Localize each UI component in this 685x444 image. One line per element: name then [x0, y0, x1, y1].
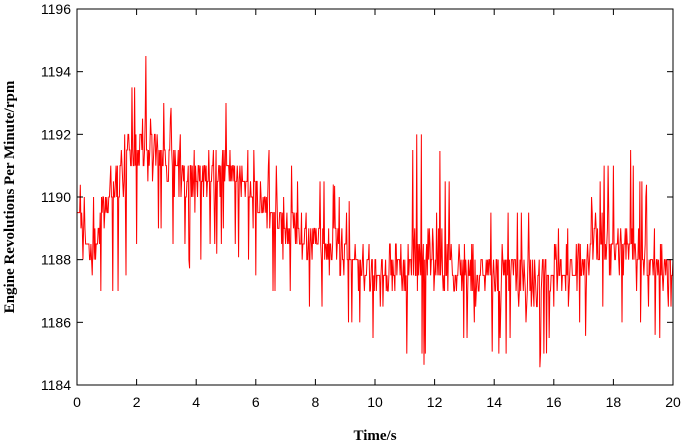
- y-tick-label: 1184: [41, 377, 71, 393]
- y-tick-label: 1192: [41, 126, 71, 142]
- y-axis: 1184 1186 1188 1190 1192 1194 1196: [41, 1, 673, 393]
- series-line: [77, 55, 674, 368]
- x-tick-label: 8: [312, 394, 320, 410]
- x-axis: 0 2 4 6 8 10 12 14 16 18 20: [73, 9, 681, 410]
- x-tick-label: 18: [606, 394, 622, 410]
- x-tick-label: 20: [665, 394, 681, 410]
- y-tick-label: 1188: [41, 252, 71, 268]
- y-tick-label: 1196: [41, 1, 71, 17]
- x-tick-label: 10: [367, 394, 383, 410]
- plot-area-background: [77, 9, 673, 385]
- x-tick-label: 12: [427, 394, 443, 410]
- series-layer: [77, 55, 674, 368]
- x-tick-label: 4: [192, 394, 200, 410]
- x-tick-label: 0: [73, 394, 81, 410]
- y-tick-label: 1186: [41, 314, 71, 330]
- x-tick-label: 2: [133, 394, 141, 410]
- y-tick-label: 1194: [41, 64, 71, 80]
- x-tick-label: 6: [252, 394, 260, 410]
- x-axis-title: Time/s: [353, 428, 396, 444]
- y-tick-label: 1190: [41, 189, 71, 205]
- x-tick-label: 14: [486, 394, 502, 410]
- x-tick-label: 16: [546, 394, 562, 410]
- y-axis-title: Engine Revolutions Per Minute/rpm: [2, 80, 18, 313]
